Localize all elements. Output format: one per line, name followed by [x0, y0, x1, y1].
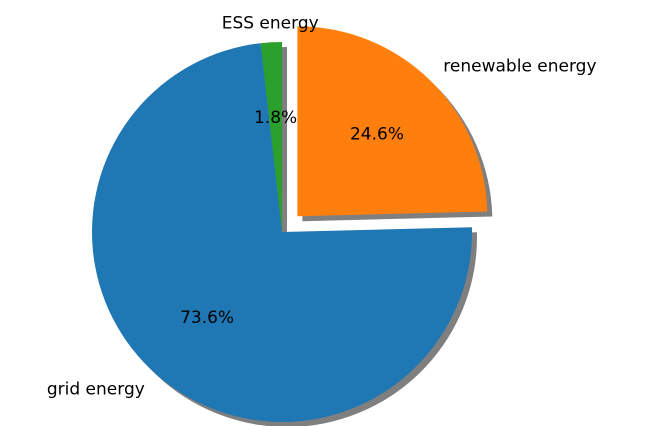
pct-label-renewable-energy: 24.6%	[350, 125, 404, 145]
slice-grid-energy	[91, 43, 472, 422]
pct-label-grid-energy: 73.6%	[180, 308, 234, 328]
slice-label-grid-energy: grid energy	[47, 380, 145, 400]
slice-ess-energy	[260, 41, 282, 232]
slice-label-ess-energy: ESS energy	[222, 13, 319, 33]
pie-slices	[91, 26, 488, 422]
pie-labels: 1.8% ESS energy 73.6% grid energy 24.6% renew…	[47, 13, 597, 399]
slice-renewable-energy	[297, 26, 488, 217]
slice-label-renewable-energy: renewable energy	[443, 57, 596, 77]
pct-label-ess-energy: 1.8%	[254, 108, 297, 128]
